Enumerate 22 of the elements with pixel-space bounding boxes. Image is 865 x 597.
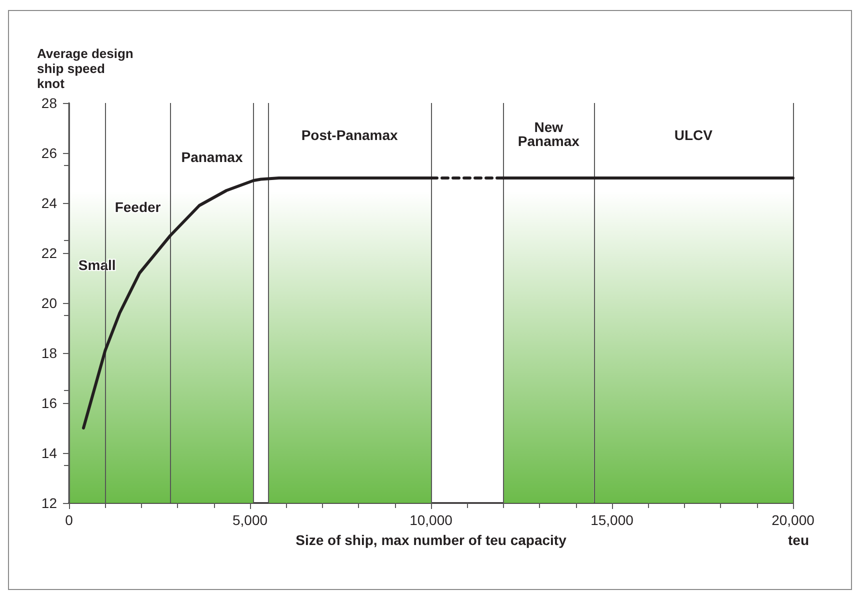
text: teu [788, 532, 809, 548]
y-tick-label: 18 [41, 345, 58, 361]
y-tick-label: 14 [41, 445, 58, 461]
band-label: New Panamax [518, 119, 580, 149]
band-label: Post-Panamax [301, 127, 398, 143]
x-tick-label: 5,000 [232, 512, 268, 528]
band-label: Panamax [181, 149, 243, 165]
y-tick-label: 24 [41, 195, 58, 211]
band-label: Feeder [114, 199, 162, 215]
y-tick-label: 22 [41, 245, 58, 261]
y-tick-label: 12 [41, 495, 58, 511]
x-tick-label: 10,000 [410, 512, 453, 528]
x-tick-label: 0 [65, 512, 74, 528]
y-axis-title: Average design ship speed knot [37, 46, 134, 91]
y-tick-label: 26 [41, 145, 58, 161]
y-tick-label: 16 [41, 395, 58, 411]
y-tick-label: 28 [41, 95, 58, 111]
x-axis-title: Size of ship, max number of teu capacity [296, 532, 567, 548]
x-tick-label: 20,000 [772, 512, 815, 528]
y-tick-label: 20 [41, 295, 58, 311]
band-label: ULCV [674, 127, 714, 143]
x-tick-label: 15,000 [590, 512, 634, 528]
